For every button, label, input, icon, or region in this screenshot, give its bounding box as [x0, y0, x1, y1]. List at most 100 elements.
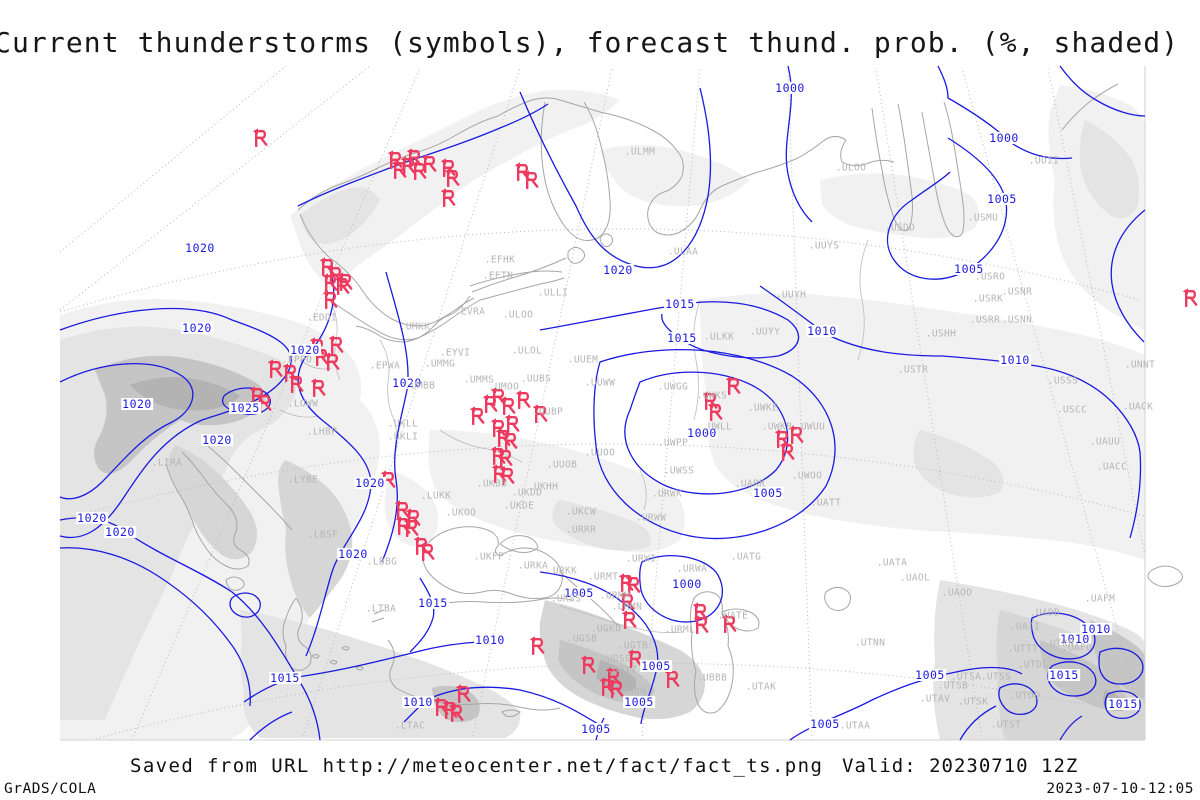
thunderstorm-icon	[500, 396, 516, 415]
station-label: .LUKK	[420, 490, 452, 502]
station-label: .UTDL	[1017, 659, 1049, 671]
station-label: .UTTT	[1007, 643, 1039, 655]
station-label: .UUBP	[532, 406, 564, 418]
footer-generator: GrADS/COLA	[4, 781, 97, 797]
station-label: .LOWW	[287, 398, 319, 410]
station-label: .URML	[664, 624, 696, 636]
station-label: .UKFF	[473, 551, 505, 563]
contour-label: 1020	[602, 262, 634, 277]
station-label: .UKLL	[387, 418, 419, 430]
contour-label: 1020	[391, 375, 423, 390]
contour-label: 1015	[1048, 667, 1080, 682]
contour-label: 1010	[806, 323, 838, 338]
station-label: .UWKE	[747, 402, 779, 414]
contour-label: 1015	[664, 296, 696, 311]
thunderstorm-icon	[469, 406, 485, 425]
contour-label: 1005	[953, 261, 985, 276]
thunderstorm-icon	[529, 636, 545, 655]
station-label: .UKHH	[527, 481, 559, 493]
contour-label: 1015	[1107, 696, 1139, 711]
station-label: .UUOB	[546, 459, 578, 471]
station-label: .LHBP	[306, 426, 338, 438]
footer-saved-url: Saved from URL http://meteocenter.net/fa…	[130, 755, 824, 777]
station-label: .UDSG	[600, 653, 632, 665]
graticule-layer	[59, 65, 1146, 741]
station-label: .UTSS	[980, 671, 1012, 683]
station-label: .EDDI	[306, 312, 338, 324]
contour-label: 1010	[1080, 621, 1112, 636]
station-label: .UTAV	[919, 693, 951, 705]
station-label: .URKA	[517, 560, 549, 572]
contour-label: 1005	[640, 658, 672, 673]
contour-label: 1020	[76, 510, 108, 525]
station-label: .URWA	[676, 563, 708, 575]
station-label: .UMOO	[488, 381, 520, 393]
station-label: .LBBG	[366, 556, 398, 568]
station-label: .UNNT	[1124, 359, 1156, 371]
station-label: .UDYZ	[606, 664, 638, 676]
station-label: .URSS	[550, 593, 582, 605]
station-label: .UATG	[730, 551, 762, 563]
thunderstorm-icon	[1182, 288, 1198, 307]
station-label: .ULOL	[511, 345, 543, 357]
contour-label: 1020	[104, 524, 136, 539]
station-label: .ULLI	[537, 287, 569, 299]
contour-label: 1010	[474, 632, 506, 647]
map-title: Current thunderstorms (symbols), forecas…	[0, 26, 1180, 59]
station-label: .UGSB	[566, 633, 598, 645]
station-label: .URWI	[625, 553, 657, 565]
contour-label: 1000	[774, 80, 806, 95]
station-label: .USHH	[925, 328, 957, 340]
contour-label: 1000	[686, 425, 718, 440]
contour-label: 1005	[986, 191, 1018, 206]
contour-label: 1005	[914, 667, 946, 682]
station-label: .UAOL	[899, 572, 931, 584]
station-label: .UMBB	[404, 380, 436, 392]
station-label: .USTR	[897, 364, 929, 376]
station-label: .USMU	[967, 212, 999, 224]
contour-label: 1020	[289, 342, 321, 357]
station-label: .USRK	[972, 293, 1004, 305]
station-label: .UUYS	[808, 240, 840, 252]
station-label: .URMT	[587, 571, 619, 583]
contour-label: 1005	[809, 716, 841, 731]
station-label: .EFHK	[484, 254, 516, 266]
station-label: .USRR	[969, 314, 1001, 326]
contour-label: 1005	[563, 585, 595, 600]
station-label: .UTSK	[957, 696, 989, 708]
station-label: .USCC	[1056, 404, 1088, 416]
station-label: .UWKB	[761, 421, 793, 433]
station-label: .USDD	[884, 222, 916, 234]
station-label: .URMM	[599, 590, 631, 602]
contour-label: 1020	[181, 320, 213, 335]
station-label: .UTAA	[839, 720, 871, 732]
station-label: .UUYH	[775, 289, 807, 301]
thunderstorm-icon	[693, 615, 709, 634]
station-label: .URKK	[546, 565, 578, 577]
station-label: .UKBB	[476, 478, 508, 490]
station-label: .UADD	[1029, 607, 1061, 619]
station-label: .UKLI	[387, 431, 419, 443]
contour-label: 1010	[999, 352, 1031, 367]
station-label: .UBBB	[696, 672, 728, 684]
coastline-layer	[60, 66, 1183, 741]
station-label: .UTSA	[950, 671, 982, 683]
station-label: .LYBE	[287, 474, 319, 486]
station-label: .URWK	[651, 488, 683, 500]
station-label: .UUBS	[520, 373, 552, 385]
station-label: .UTST	[990, 719, 1022, 731]
station-label: .UWUU	[794, 421, 826, 433]
station-label: .UUYY	[749, 326, 781, 338]
station-label: .UKDD	[511, 487, 543, 499]
station-label: .UTDD	[1009, 690, 1041, 702]
station-label: .UTNN	[854, 637, 886, 649]
footer-valid-time: Valid: 20230710 12Z	[842, 755, 1079, 777]
station-label: .UWOO	[791, 470, 823, 482]
station-label: .USRO	[974, 271, 1006, 283]
station-label: .EPPO	[281, 354, 313, 366]
station-label: .EETN	[482, 270, 514, 282]
station-label: .UAFO	[1061, 642, 1093, 654]
thunderstorm-icon	[419, 542, 435, 561]
contour-label: 1005	[623, 694, 655, 709]
